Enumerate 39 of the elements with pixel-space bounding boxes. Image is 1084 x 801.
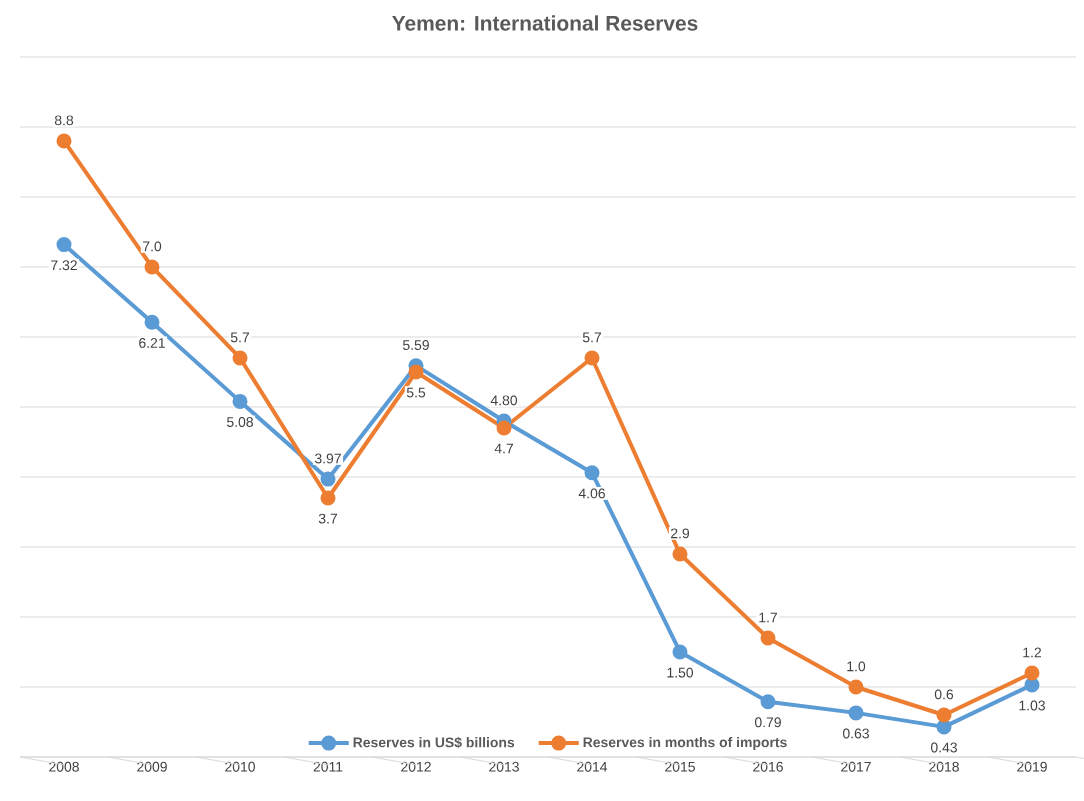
- data-label: 4.7: [494, 443, 513, 454]
- data-label: 1.7: [759, 612, 777, 623]
- x-tick-label: 2017: [841, 761, 871, 772]
- data-label: 7.32: [51, 260, 77, 271]
- x-tick-label: 2018: [929, 761, 959, 772]
- x-tick-label: 2016: [753, 761, 783, 772]
- data-label: 1.03: [1019, 700, 1045, 711]
- data-label: 5.7: [582, 332, 601, 343]
- x-tick-label: 2012: [401, 761, 431, 772]
- legend-label: Reserves in months of imports: [583, 736, 787, 750]
- data-label: 5.59: [402, 340, 429, 350]
- data-label: 0.43: [930, 742, 957, 753]
- x-tick-label: 2014: [577, 761, 608, 772]
- x-tick-label: 2019: [1017, 761, 1047, 772]
- x-tick-label: 2010: [225, 761, 255, 772]
- data-label: 3.97: [314, 453, 341, 464]
- data-label: 5.08: [227, 417, 253, 427]
- data-label: 0.79: [754, 717, 781, 728]
- x-tick-label: 2015: [665, 761, 695, 772]
- data-label: 2.9: [671, 528, 690, 539]
- data-label: 6.21: [139, 337, 165, 348]
- x-tick-label: 2009: [137, 761, 167, 772]
- data-label: 8.8: [54, 115, 74, 126]
- data-label: 1.50: [667, 667, 694, 678]
- data-label: 1.2: [1023, 647, 1041, 658]
- data-label: 7.0: [143, 241, 162, 252]
- x-tick-label: 2008: [49, 761, 79, 772]
- x-tick-label: 2013: [489, 761, 519, 772]
- data-label: 5.7: [230, 332, 250, 343]
- data-label: 3.7: [318, 513, 338, 524]
- data-label: 4.80: [490, 395, 518, 406]
- data-label: 5.5: [406, 387, 426, 398]
- legend-label: Reserves in US$ billions: [353, 736, 515, 749]
- x-tick-label: 2011: [313, 761, 343, 772]
- data-label: 0.63: [842, 728, 869, 739]
- chart-title: Yemen: International Reserves: [392, 15, 698, 31]
- data-label: 1.0: [847, 661, 866, 672]
- data-label: 4.06: [578, 488, 605, 499]
- data-label: 0.6: [934, 689, 954, 700]
